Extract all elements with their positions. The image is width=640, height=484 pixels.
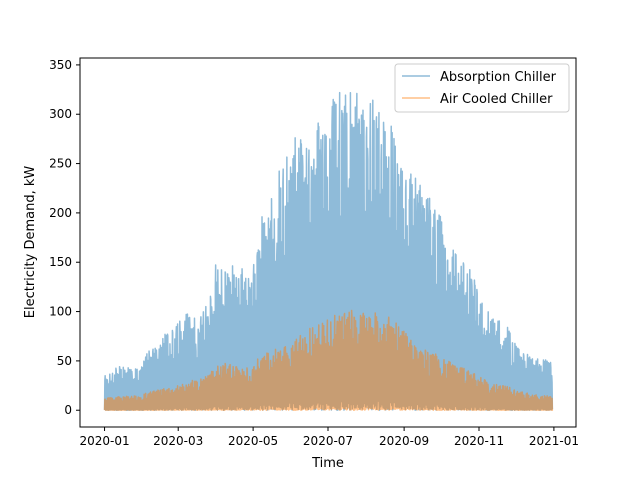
y-axis: 0 50 100 150 200 250 300 350 (49, 58, 80, 417)
plot-area (103, 91, 554, 411)
y-tick-label: 0 (64, 403, 72, 417)
y-tick-label: 150 (49, 255, 72, 269)
y-tick-label: 250 (49, 157, 72, 171)
legend: Absorption Chiller Air Cooled Chiller (394, 63, 570, 113)
legend-label-absorption-chiller: Absorption Chiller (440, 70, 557, 85)
x-tick-label: 2020-05 (228, 434, 278, 448)
series-line-air-cooled-chiller (103, 309, 554, 411)
x-axis-label: Time (311, 456, 344, 471)
x-tick-label: 2020-07 (303, 434, 353, 448)
x-tick-label: 2020-11 (454, 434, 504, 448)
y-tick-label: 300 (49, 107, 72, 121)
y-tick-label: 50 (57, 354, 72, 368)
x-tick-label: 2020-03 (153, 434, 203, 448)
x-axis: 2020-01 2020-03 2020-05 2020-07 2020-09 2020-… (79, 427, 579, 448)
y-tick-label: 200 (49, 206, 72, 220)
legend-box (394, 63, 570, 113)
y-tick-label: 350 (49, 58, 72, 72)
x-tick-label: 2020-01 (79, 434, 129, 448)
legend-label-air-cooled-chiller: Air Cooled Chiller (440, 92, 553, 107)
x-tick-label: 2020-09 (379, 434, 429, 448)
x-tick-label: 2021-01 (529, 434, 579, 448)
y-axis-label: Electricity Demand, kW (23, 166, 38, 319)
y-tick-label: 100 (49, 305, 72, 319)
